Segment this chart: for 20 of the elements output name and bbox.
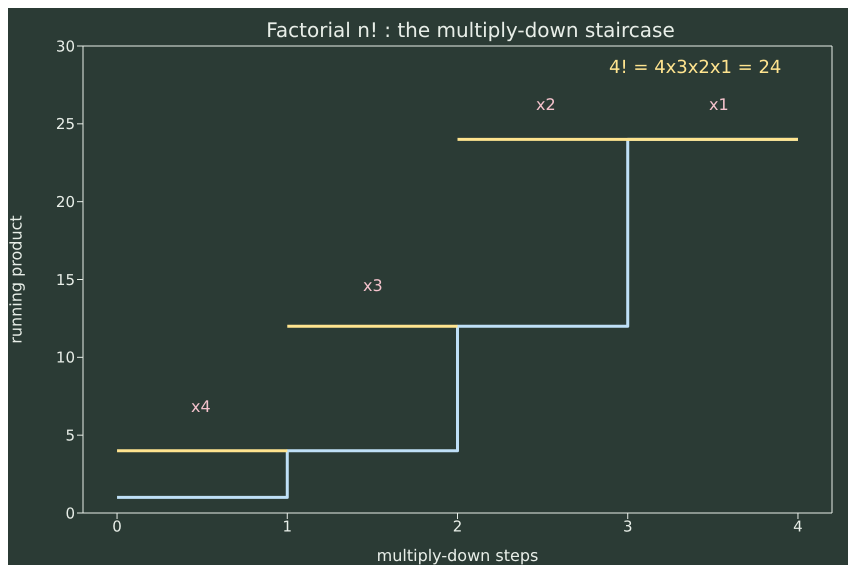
chart-title: Factorial n! : the multiply-down staircase bbox=[265, 18, 676, 42]
x-tick-label: 0 bbox=[112, 518, 122, 536]
annotation: 4! = 4x3x2x1 = 24 bbox=[609, 57, 782, 78]
y-axis-title: running product bbox=[6, 215, 26, 344]
annotation: x1 bbox=[709, 95, 729, 114]
y-tick-label: 5 bbox=[65, 426, 75, 444]
y-tick-label: 20 bbox=[56, 192, 75, 211]
y-tick-label: 25 bbox=[56, 115, 75, 134]
y-tick-label: 0 bbox=[65, 504, 75, 522]
x-tick-label: 1 bbox=[282, 518, 292, 536]
annotation: x3 bbox=[363, 276, 383, 295]
annotation: x4 bbox=[191, 397, 211, 416]
x-axis-title: multiply-down steps bbox=[376, 546, 538, 565]
y-tick-label: 10 bbox=[56, 348, 75, 367]
y-tick-label: 30 bbox=[56, 37, 75, 56]
x-tick-label: 3 bbox=[622, 518, 632, 536]
x-tick-label: 4 bbox=[793, 518, 803, 536]
x-tick-label: 2 bbox=[452, 518, 462, 536]
y-tick-label: 15 bbox=[56, 270, 75, 289]
annotation: x2 bbox=[536, 95, 556, 114]
